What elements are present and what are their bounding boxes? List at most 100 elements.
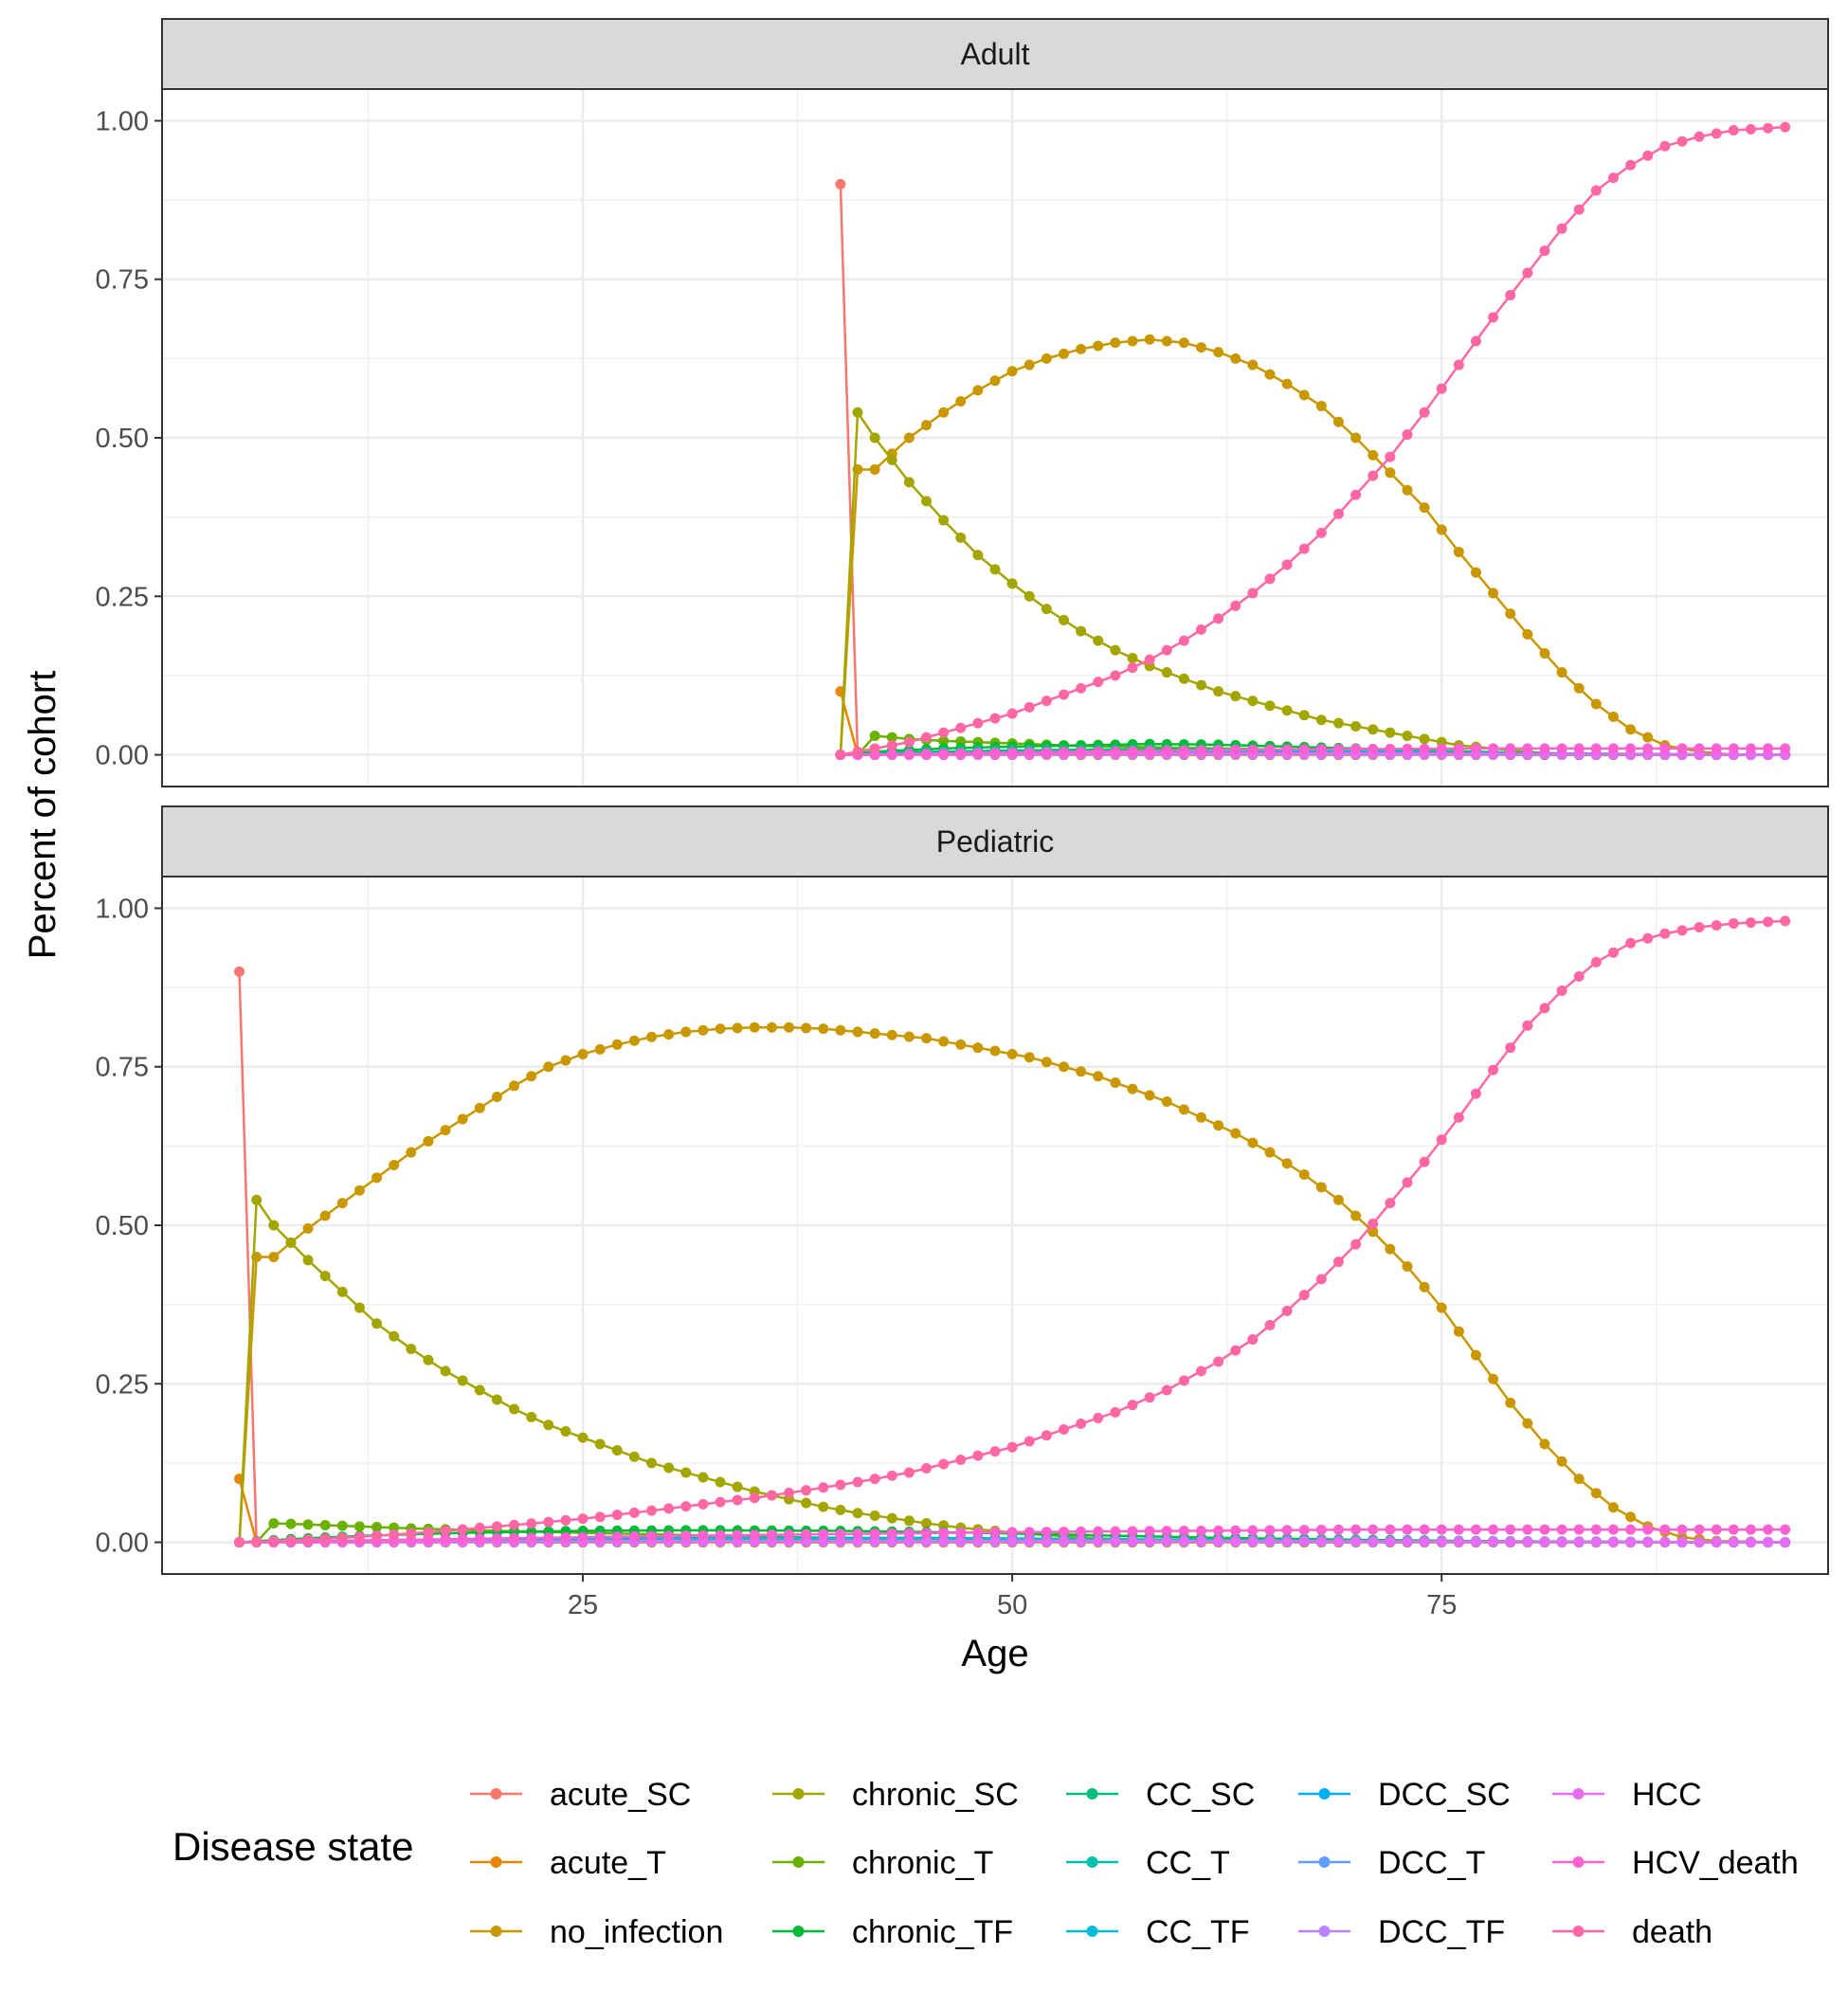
point-no_infection: [1281, 1158, 1293, 1169]
point-HCV_death: [1213, 1525, 1224, 1536]
point-HCV_death: [1745, 743, 1756, 754]
point-HCC: [1763, 1537, 1774, 1548]
point-death: [1024, 701, 1035, 713]
point-HCV_death: [1676, 743, 1688, 754]
point-HCV_death: [1625, 1524, 1637, 1535]
point-no_infection: [938, 1036, 950, 1047]
point-death: [1642, 150, 1654, 161]
point-no_infection: [1058, 348, 1069, 359]
point-no_infection: [1419, 1281, 1430, 1293]
point-no_infection: [955, 1039, 967, 1050]
point-death: [1024, 1436, 1035, 1447]
point-HCV_death: [1505, 1524, 1516, 1535]
point-HCV_death: [1728, 1524, 1739, 1535]
point-HCV_death: [543, 1532, 554, 1544]
point-HCV_death: [1368, 743, 1379, 754]
point-HCV_death: [1522, 743, 1533, 754]
point-no_infection: [1024, 1052, 1035, 1063]
point-no_infection: [1556, 1456, 1567, 1467]
legend-label: chronic_SC: [852, 1777, 1019, 1813]
point-HCV_death: [1110, 746, 1121, 757]
point-chronic_SC: [921, 1517, 933, 1529]
point-HCC: [1247, 1535, 1259, 1547]
point-HCC: [1144, 1535, 1155, 1547]
point-no_infection: [1298, 1168, 1310, 1180]
point-death: [440, 1526, 451, 1536]
legend-key-point: [490, 1926, 502, 1937]
point-death: [1058, 689, 1069, 700]
point-no_infection: [1264, 369, 1276, 380]
point-HCV_death: [1402, 1524, 1413, 1535]
point-death: [1385, 1198, 1396, 1209]
point-death: [886, 1470, 897, 1481]
point-HCC: [1453, 1536, 1464, 1547]
point-death: [457, 1524, 468, 1535]
gridlines-adult: [162, 89, 1828, 787]
point-HCV_death: [1590, 743, 1602, 754]
legend-key-point: [1572, 1856, 1585, 1868]
point-death: [1694, 131, 1705, 142]
point-chronic_SC: [1315, 715, 1327, 726]
point-death: [1763, 122, 1774, 134]
point-chronic_SC: [955, 532, 967, 543]
point-HCV_death: [1024, 747, 1035, 758]
x-tick-label: 75: [1426, 1590, 1457, 1620]
point-no_infection: [1350, 432, 1362, 443]
series-layer-adult: [835, 121, 1791, 761]
point-HCV_death: [646, 1530, 658, 1542]
point-death: [319, 1533, 331, 1545]
point-chronic_T: [285, 1518, 297, 1529]
point-HCV_death: [698, 1529, 709, 1541]
point-HCV_death: [1110, 1526, 1121, 1537]
point-no_infection: [886, 1029, 897, 1040]
x-tick-label: 25: [568, 1590, 598, 1620]
point-chronic_SC: [268, 1220, 280, 1231]
point-death: [852, 746, 863, 757]
point-no_infection: [869, 463, 880, 475]
point-no_infection: [1195, 1112, 1206, 1123]
point-HCC: [1659, 1536, 1671, 1547]
point-HCC: [1127, 1535, 1138, 1547]
point-death: [1590, 185, 1602, 196]
point-death: [646, 1505, 658, 1516]
point-HCV_death: [1332, 1524, 1344, 1535]
point-no_infection: [715, 1023, 726, 1035]
point-HCV_death: [1264, 744, 1276, 755]
point-chronic_SC: [1076, 625, 1087, 637]
point-no_infection: [1607, 1502, 1619, 1513]
point-no_infection: [1230, 1128, 1241, 1139]
point-death: [1058, 1423, 1069, 1435]
legend-key-point: [1318, 1926, 1331, 1937]
point-chronic_SC: [1368, 724, 1379, 735]
point-death: [732, 1494, 743, 1506]
point-no_infection: [1213, 347, 1224, 358]
point-no_infection: [1625, 1511, 1637, 1523]
point-HCC: [1488, 1536, 1499, 1547]
point-HCV_death: [869, 1528, 880, 1539]
point-death: [766, 1490, 777, 1501]
point-HCV_death: [611, 1531, 623, 1543]
x-tick-label: 50: [997, 1590, 1027, 1620]
point-HCV_death: [1127, 1526, 1138, 1537]
point-no_infection: [1195, 342, 1206, 353]
point-HCC: [1368, 1536, 1379, 1547]
point-chronic_SC: [560, 1425, 571, 1437]
point-HCV_death: [1315, 1524, 1327, 1535]
point-HCC: [1058, 1535, 1069, 1547]
point-death: [1419, 1156, 1430, 1167]
point-chronic_SC: [818, 1501, 829, 1512]
point-death: [989, 713, 1001, 724]
point-death: [389, 1529, 400, 1541]
point-HCV_death: [1385, 1524, 1396, 1535]
point-HCV_death: [732, 1529, 743, 1541]
panel-pediatric: Pediatric 0.00 0.25 0.50 0.75 1.00: [96, 805, 1829, 1575]
point-HCC: [989, 1535, 1001, 1547]
legend-item-HCC: HCC: [1552, 1777, 1702, 1813]
point-death: [1161, 1384, 1172, 1396]
point-death: [336, 1532, 348, 1544]
point-no_infection: [835, 1024, 846, 1036]
point-HCV_death: [423, 1534, 434, 1546]
point-no_infection: [972, 1042, 984, 1054]
point-HCV_death: [1488, 1524, 1499, 1535]
point-death: [1213, 1356, 1224, 1367]
